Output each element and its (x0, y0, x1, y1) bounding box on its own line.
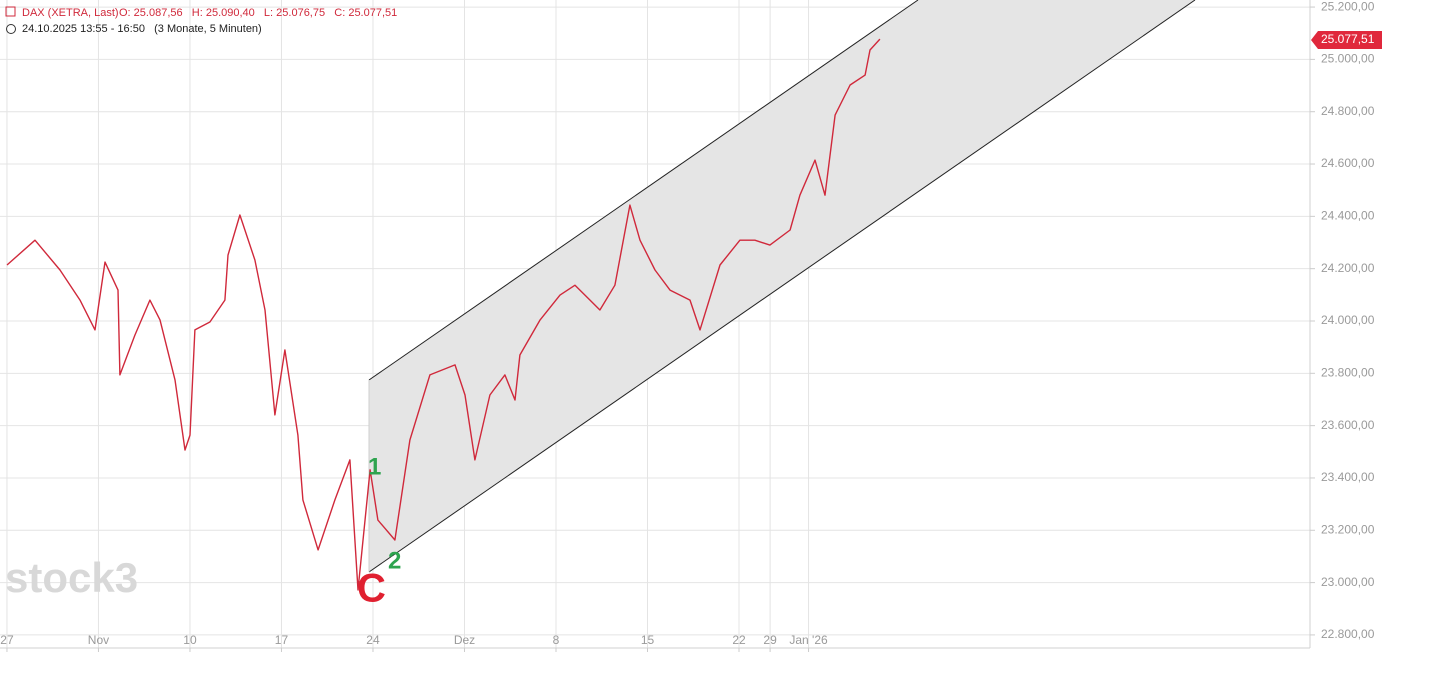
x-tick-label: 17 (275, 633, 289, 647)
y-tick-label: 24.200,00 (1321, 261, 1375, 275)
y-tick-label: 24.800,00 (1321, 104, 1375, 118)
channel-lower (368, 0, 1196, 573)
x-tick-label: 22 (732, 633, 746, 647)
ohlc: O: 25.087,56 H: 25.090,40 L: 25.076,75 C… (119, 7, 397, 19)
x-tick-label: Jan '26 (789, 633, 828, 647)
y-tick-label: 22.800,00 (1321, 627, 1375, 641)
last-price-box (1311, 31, 1382, 49)
price-line (6, 38, 881, 591)
channel-upper (368, 0, 919, 381)
annotation: 2 (388, 547, 401, 574)
annotation: 1 (368, 453, 381, 480)
y-tick-label: 23.600,00 (1321, 418, 1375, 432)
y-tick-label: 23.000,00 (1321, 575, 1375, 589)
x-tick-label: 27 (0, 633, 14, 647)
y-tick-label: 23.800,00 (1321, 365, 1375, 379)
y-tick-label: 24.400,00 (1321, 209, 1375, 223)
x-tick-label: Dez (454, 633, 475, 647)
y-tick-label: 25.200,00 (1321, 0, 1375, 13)
last-price-label: 25.077,51 (1321, 32, 1375, 46)
x-tick-label: 24 (366, 633, 380, 647)
y-tick-label: 25.000,00 (1321, 52, 1375, 66)
watermark: stock3 (5, 554, 138, 601)
y-tick-label: 23.400,00 (1321, 470, 1375, 484)
subtitle: 24.10.2025 13:55 - 16:50 (3 Monate, 5 Mi… (22, 23, 262, 35)
x-tick-label: Nov (88, 633, 109, 647)
y-tick-label: 24.600,00 (1321, 156, 1375, 170)
header: DAX (XETRA, Last) (22, 7, 119, 19)
x-tick-label: 8 (553, 633, 560, 647)
y-tick-label: 24.000,00 (1321, 313, 1375, 327)
x-tick-label: 10 (183, 633, 197, 647)
x-tick-label: 29 (763, 633, 777, 647)
clock-icon (6, 24, 16, 34)
icon (5, 6, 16, 17)
price-line-group (6, 38, 881, 591)
y-tick-label: 23.200,00 (1321, 522, 1375, 536)
annotation: C (357, 567, 386, 611)
x-tick-label: 15 (641, 633, 655, 647)
